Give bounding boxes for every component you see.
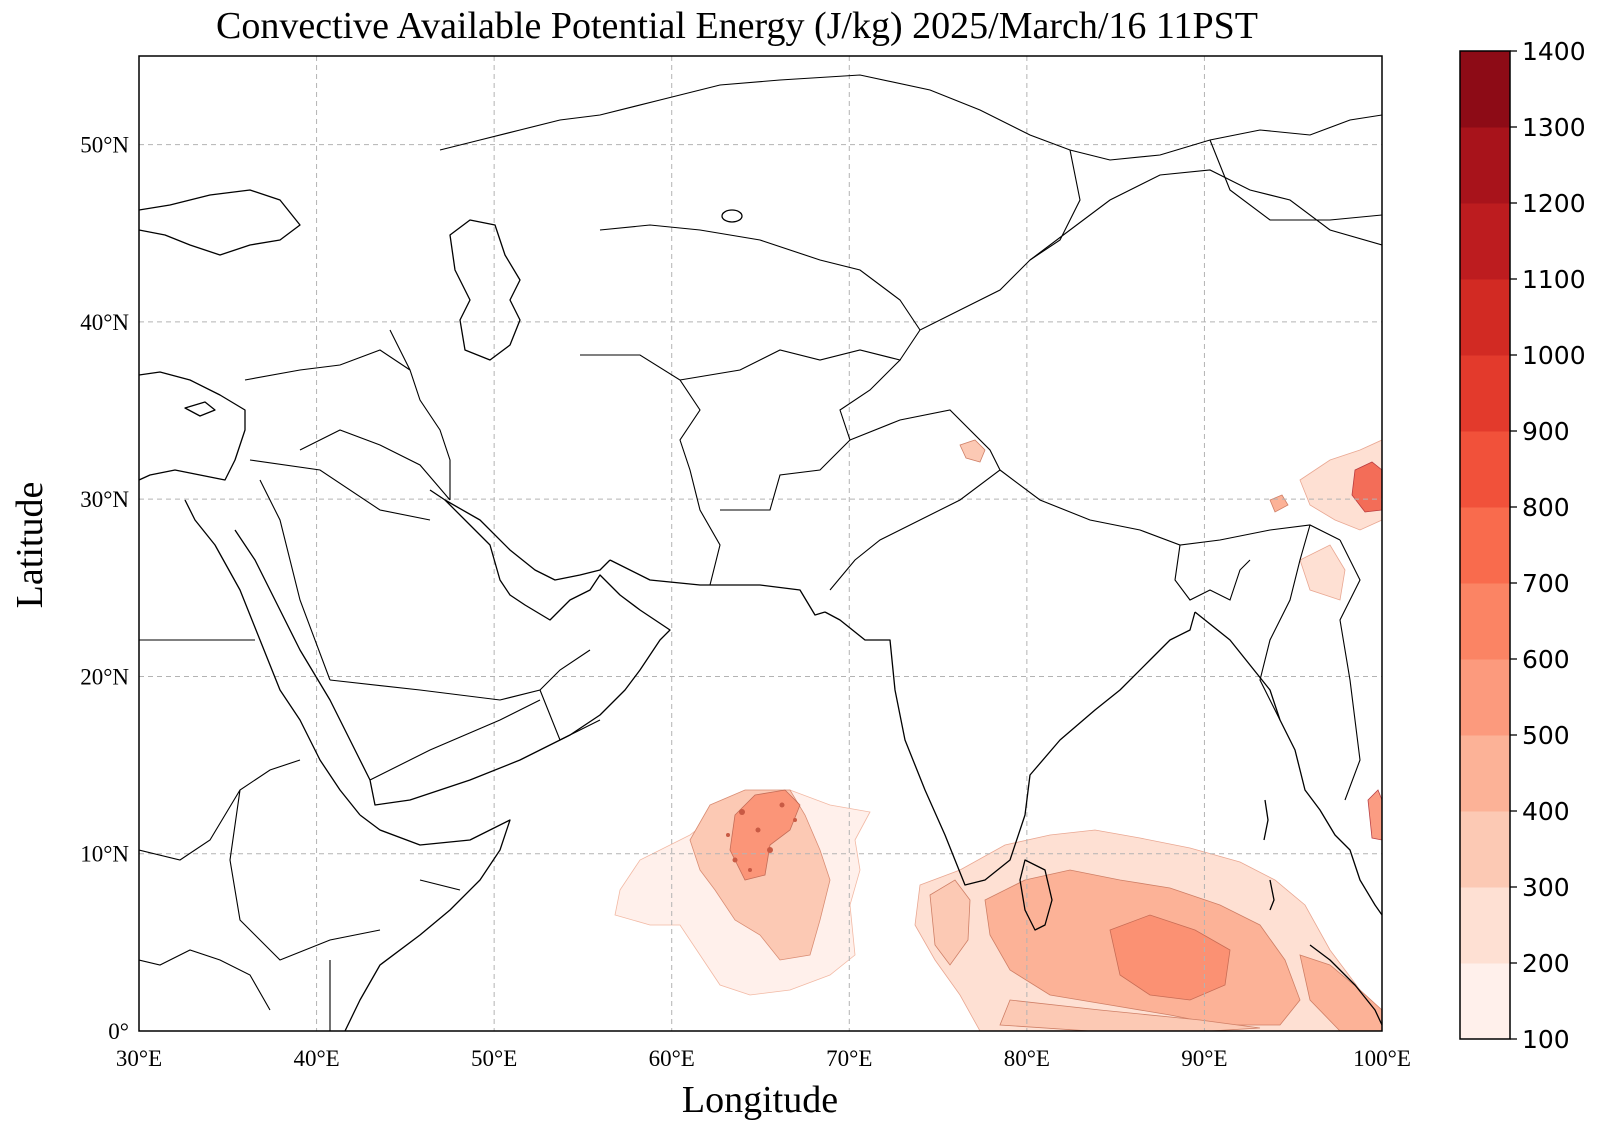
coastline-black-sea xyxy=(139,189,301,256)
coastline-sumatra xyxy=(1309,944,1382,1026)
gridlines xyxy=(139,56,1382,1031)
border-yemen-oman xyxy=(369,689,601,781)
coastline-andaman xyxy=(1263,799,1275,911)
border-sudan-ethiopia xyxy=(139,759,381,961)
colorbar-frame xyxy=(1459,50,1511,1040)
border-kazakhstan xyxy=(599,224,921,331)
coastline-persian-gulf xyxy=(444,499,611,581)
colorbar-segment xyxy=(1460,963,1510,1040)
colorbar-tick-label: 100 xyxy=(1522,1025,1570,1054)
lon-tick-label: 100°E xyxy=(1353,1046,1411,1071)
lat-tick-label: 0° xyxy=(108,1019,129,1044)
cape-field-arabian-sea-core xyxy=(729,789,801,881)
coastline-mediterranean xyxy=(139,371,246,481)
border-mongolia xyxy=(1209,139,1382,221)
cape-field-west-of-sri-lanka xyxy=(929,879,971,966)
lat-tick-label: 50°N xyxy=(80,133,129,158)
lon-tick-labels: 30°E 40°E 50°E 60°E 70°E 80°E 90°E 100°E xyxy=(116,1046,1411,1071)
border-tarim xyxy=(1029,149,1081,261)
country-borders xyxy=(139,74,1382,1031)
colorbar-tick-label: 600 xyxy=(1522,645,1570,674)
coastline-arabia xyxy=(234,489,671,806)
coastline-horn-africa xyxy=(344,814,511,1031)
colorbar-tick-label: 400 xyxy=(1522,797,1570,826)
colorbar-segment xyxy=(1460,659,1510,736)
colorbar-segment xyxy=(1460,203,1510,280)
border-bangladesh xyxy=(1174,544,1251,601)
cape-field-sumatra xyxy=(1299,954,1382,1031)
colorbar-segment xyxy=(1460,583,1510,660)
border-russia-kaz xyxy=(439,74,1382,161)
colorbar-tick-label: 700 xyxy=(1522,569,1570,598)
lon-tick-label: 50°E xyxy=(471,1046,517,1071)
colorbar-segment xyxy=(1460,735,1510,812)
border-iran-east xyxy=(580,354,721,586)
coastline-sri-lanka xyxy=(1019,859,1053,931)
lon-tick-label: 60°E xyxy=(649,1046,695,1071)
colorbar-segment xyxy=(1460,887,1510,964)
lon-tick-label: 80°E xyxy=(1004,1046,1050,1071)
border-turkey-syria-iraq xyxy=(244,349,451,501)
cape-field-pakistan xyxy=(959,439,986,463)
cape-field-bay-core xyxy=(1109,914,1231,1001)
colorbar-tick-label: 200 xyxy=(1522,949,1570,978)
coastlines xyxy=(139,189,1382,1031)
border-myanmar xyxy=(1259,524,1361,801)
lon-tick-label: 30°E xyxy=(116,1046,162,1071)
coastline-red-sea-west xyxy=(184,499,361,816)
colorbar-segment xyxy=(1460,507,1510,584)
cape-field-southern-streaks xyxy=(999,999,1261,1031)
colorbar-tick-label: 1000 xyxy=(1522,341,1586,370)
map-frame xyxy=(138,55,1383,1032)
lat-tick-label: 10°N xyxy=(80,842,129,867)
colorbar-segment xyxy=(1460,811,1510,888)
lat-tick-label: 20°N xyxy=(80,664,129,689)
map-panel xyxy=(138,55,1383,1032)
coastline-makran xyxy=(609,559,826,616)
cape-shading xyxy=(614,439,1382,1031)
colorbar-segment xyxy=(1460,127,1510,204)
coastline-aral-sea xyxy=(721,209,743,223)
colorbar-tick-label: 500 xyxy=(1522,721,1570,750)
border-china-north xyxy=(899,169,1382,361)
border-kenya-uganda xyxy=(139,949,271,1011)
coastline-cyprus xyxy=(184,401,216,417)
border-somalia xyxy=(329,879,461,1031)
cape-speckle-arabian-sea xyxy=(726,802,797,872)
colorbar-segment xyxy=(1460,51,1510,128)
coastline-caspian xyxy=(449,219,521,361)
cape-field-myanmar-coast xyxy=(1367,789,1382,841)
colorbar-tick-label: 1400 xyxy=(1522,37,1586,66)
border-afghanistan xyxy=(679,349,902,511)
colorbar: 100 200 300 400 500 600 700 800 900 1000 1100 1200 1… xyxy=(1459,37,1586,1054)
colorbar-segment xyxy=(1460,431,1510,508)
lon-tick-label: 90°E xyxy=(1181,1046,1227,1071)
lon-tick-label: 70°E xyxy=(826,1046,872,1071)
colorbar-tick-label: 800 xyxy=(1522,493,1570,522)
colorbar-tick-label: 900 xyxy=(1522,417,1570,446)
colorbar-tick-label: 300 xyxy=(1522,873,1570,902)
colorbar-segment xyxy=(1460,355,1510,432)
lat-tick-labels: 0° 10°N 20°N 30°N 40°N 50°N xyxy=(80,133,129,1044)
border-saudi xyxy=(249,459,591,701)
colorbar-segment xyxy=(1460,279,1510,356)
cape-field-myanmar xyxy=(1299,544,1346,601)
coastline-india xyxy=(824,611,1196,886)
lon-tick-label: 40°E xyxy=(293,1046,339,1071)
border-iran-west xyxy=(389,329,451,500)
colorbar-tick-label: 1200 xyxy=(1522,189,1586,218)
x-axis-label: Longitude xyxy=(682,1079,838,1121)
y-axis-label: Latitude xyxy=(9,482,51,609)
coastline-bay-east xyxy=(1194,611,1382,916)
lat-tick-label: 40°N xyxy=(80,310,129,335)
chart-title: Convective Available Potential Energy (J… xyxy=(216,5,1258,47)
border-pakistan-india xyxy=(829,409,1001,591)
colorbar-tick-label: 1300 xyxy=(1522,113,1586,142)
colorbar-tick-label: 1100 xyxy=(1522,265,1586,294)
lat-tick-label: 30°N xyxy=(80,487,129,512)
